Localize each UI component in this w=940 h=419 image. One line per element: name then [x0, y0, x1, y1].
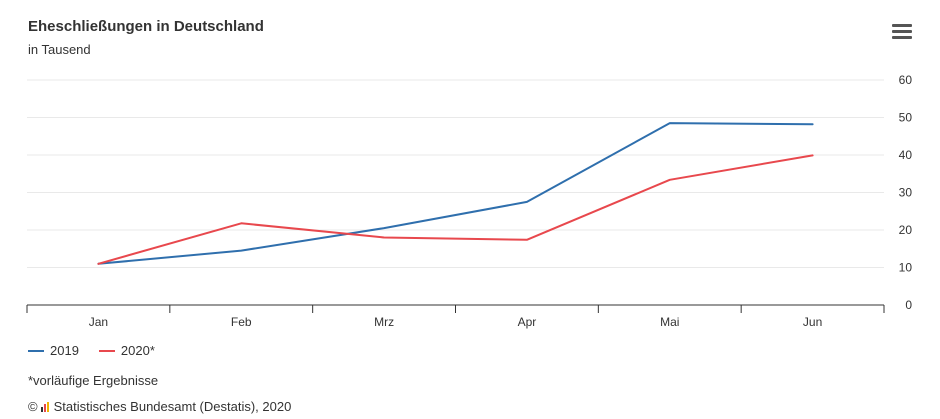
- data-point[interactable]: [380, 234, 388, 242]
- x-tick-label: Mai: [660, 315, 679, 329]
- data-point[interactable]: [809, 151, 817, 159]
- menu-bar-middle: [892, 30, 912, 33]
- data-point[interactable]: [237, 247, 245, 255]
- hamburger-menu-icon[interactable]: [892, 24, 912, 40]
- x-tick-label: Feb: [231, 315, 252, 329]
- menu-bar-top: [892, 24, 912, 27]
- data-point[interactable]: [380, 224, 388, 232]
- legend-item-2019[interactable]: 2019: [28, 343, 79, 358]
- x-tick-label: Jan: [89, 315, 108, 329]
- y-tick-label: 30: [899, 186, 913, 200]
- legend-swatch-2019: [28, 349, 44, 352]
- data-point[interactable]: [666, 176, 674, 184]
- x-axis-tick-labels: Jan Feb Mrz Apr Mai Jun: [89, 315, 823, 329]
- line-chart: 0 10 20 30 40 50 60 Jan Feb Mrz Apr Mai Jun: [26, 73, 913, 329]
- series-lines: [94, 119, 817, 268]
- menu-bar-bottom: [892, 36, 912, 39]
- y-tick-label: 60: [899, 73, 913, 87]
- legend-swatch-2020: [98, 349, 115, 352]
- grid-lines: [27, 79, 884, 268]
- y-tick-label: 0: [905, 298, 912, 312]
- x-tick-label: Apr: [518, 315, 537, 329]
- x-tick-label: Mrz: [374, 315, 394, 329]
- legend-label-2020: 2020*: [120, 343, 155, 358]
- data-point[interactable]: [523, 236, 531, 244]
- x-axis: [26, 304, 885, 313]
- destatis-logo-icon: [40, 401, 50, 412]
- copyright-symbol: ©: [28, 399, 38, 414]
- y-axis-tick-labels: 0 10 20 30 40 50 60: [899, 73, 913, 312]
- series-line-2020[interactable]: [97, 154, 814, 265]
- source-text: Statistisches Bundesamt (Destatis), 2020: [53, 399, 292, 414]
- series-line-2019[interactable]: [97, 122, 814, 265]
- chart-subtitle: in Tausend: [28, 42, 91, 57]
- chart-legend: 2019 2020*: [28, 343, 175, 358]
- y-tick-label: 20: [899, 223, 913, 237]
- data-point[interactable]: [523, 198, 531, 206]
- source-credit: © Statistisches Bundesamt (Destatis), 20…: [28, 399, 291, 414]
- legend-label-2019: 2019: [50, 343, 79, 358]
- x-tick-label: Jun: [803, 315, 822, 329]
- data-point[interactable]: [809, 120, 817, 128]
- data-point[interactable]: [94, 260, 102, 268]
- chart-title: Eheschließungen in Deutschland: [28, 18, 264, 35]
- legend-item-2020[interactable]: 2020*: [98, 343, 155, 358]
- footnote: *vorläufige Ergebnisse: [28, 373, 159, 388]
- data-point[interactable]: [666, 119, 674, 127]
- y-tick-label: 50: [899, 111, 913, 125]
- y-tick-label: 40: [899, 148, 913, 162]
- data-point[interactable]: [237, 219, 245, 227]
- y-tick-label: 10: [899, 261, 913, 275]
